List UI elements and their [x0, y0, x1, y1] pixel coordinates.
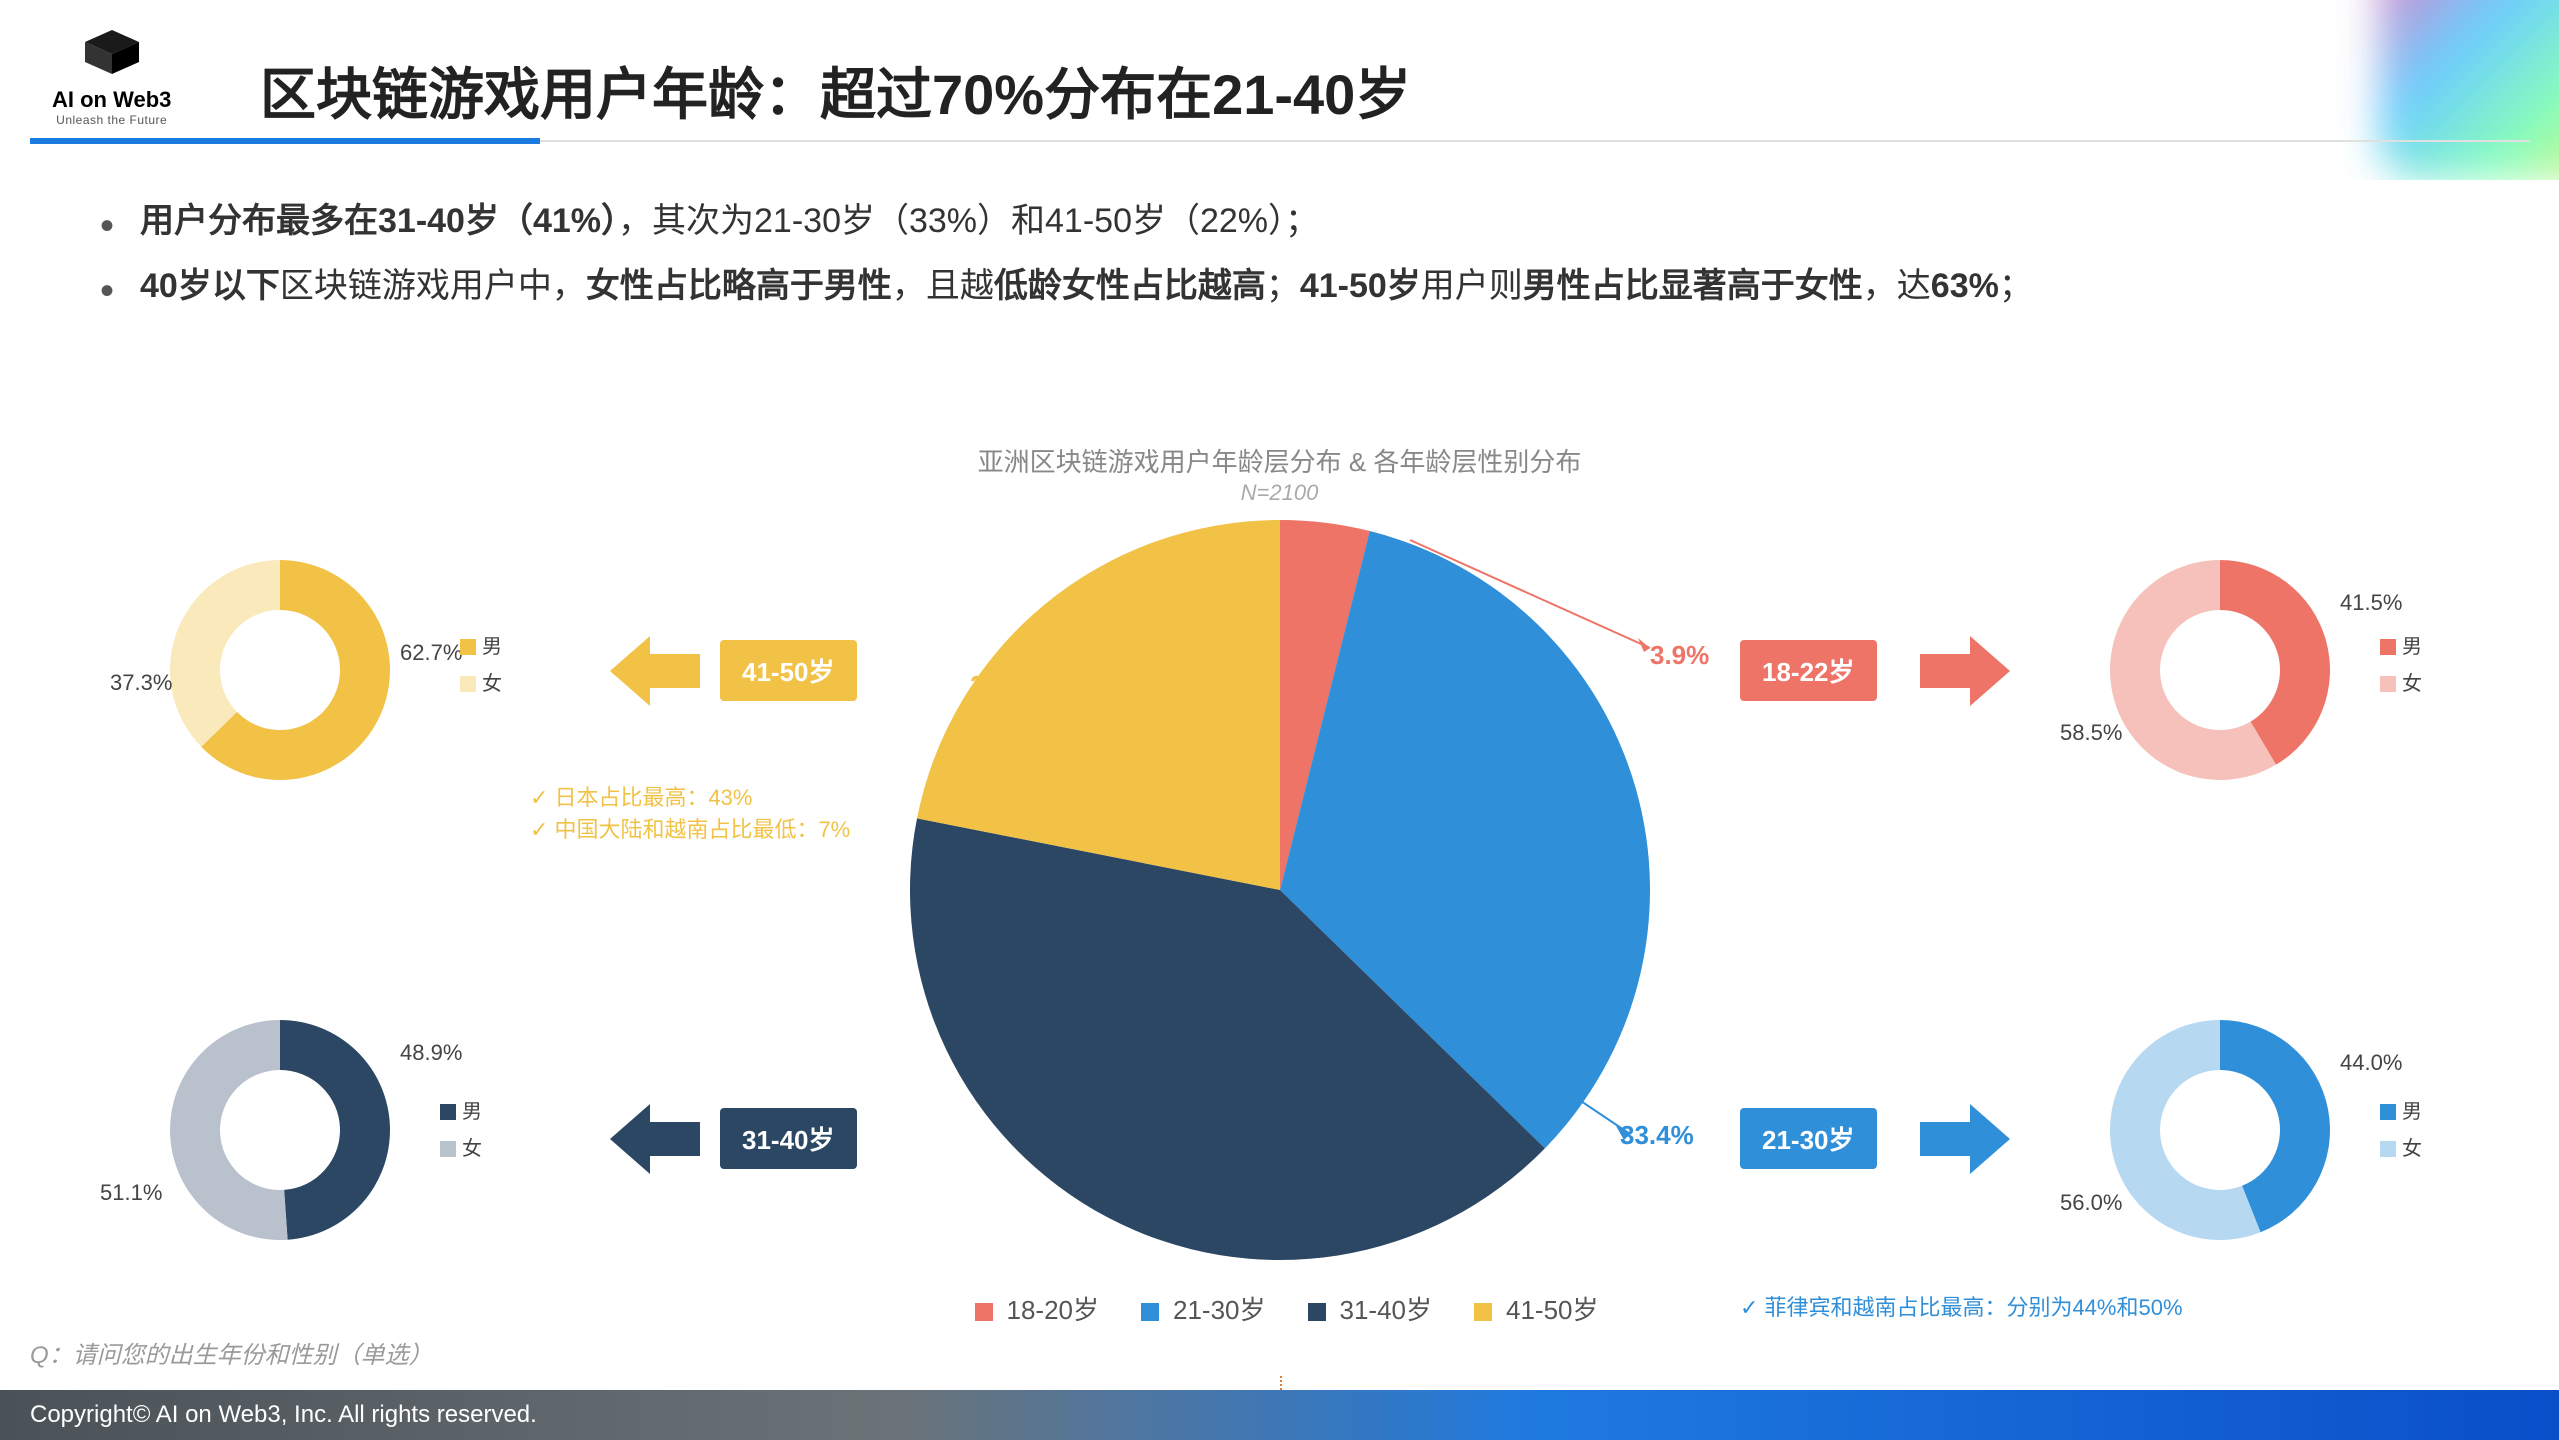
- legend-item: 41-50岁: [1460, 1295, 1599, 1325]
- annotation-note: ✓日本占比最高：43%✓中国大陆和越南占比最低：7%: [530, 780, 850, 844]
- pie-callout: 33.4%: [1620, 1120, 1694, 1151]
- gender-donut: [2110, 1020, 2330, 1245]
- donut-female-label: 51.1%: [100, 1180, 162, 1206]
- slide: AI on Web3 Unleash the Future 区块链游戏用户年龄：…: [0, 0, 2559, 1440]
- chart-sample-size: N=2100: [0, 480, 2559, 506]
- main-legend: 18-20岁 21-30岁 31-40岁 41-50岁: [0, 1290, 2559, 1327]
- corner-decoration: [2279, 0, 2559, 180]
- pie-callout: 21.9%: [970, 670, 1044, 701]
- donut-legend: 男 女: [440, 1095, 482, 1161]
- pie-callout: 40.8%: [1030, 1120, 1104, 1151]
- donut-legend: 男 女: [2380, 1095, 2422, 1161]
- donut-male-label: 44.0%: [2340, 1050, 2402, 1076]
- fat-arrow-icon: [1920, 636, 2010, 711]
- page-title: 区块链游戏用户年龄：超过70%分布在21-40岁: [260, 50, 1411, 131]
- donut-male-label: 62.7%: [400, 640, 462, 666]
- bullet-2: 40岁以下区块链游戏用户中，女性占比略高于男性，且越低龄女性占比越高；41-50…: [100, 260, 2459, 313]
- age-badge: 31-40岁: [720, 1108, 857, 1169]
- age-badge: 18-22岁: [1740, 640, 1877, 701]
- donut-legend: 男 女: [2380, 630, 2422, 696]
- gender-donut: [170, 1020, 390, 1245]
- fat-arrow-icon: [1920, 1104, 2010, 1179]
- donut-female-label: 56.0%: [2060, 1190, 2122, 1216]
- pie-callout: 3.9%: [1650, 640, 1709, 671]
- age-badge: 21-30岁: [1740, 1108, 1877, 1169]
- footer-tick: [1280, 1376, 1286, 1390]
- gender-donut: [2110, 560, 2330, 785]
- donut-chart: [170, 1020, 390, 1240]
- bullet-list: 用户分布最多在31-40岁（41%），其次为21-30岁（33%）和41-50岁…: [100, 195, 2459, 324]
- donut-male-label: 48.9%: [400, 1040, 462, 1066]
- logo-title: AI on Web3: [52, 87, 171, 113]
- main-pie-chart: [910, 520, 1650, 1260]
- chart-title: 亚洲区块链游戏用户年龄层分布 & 各年龄层性别分布: [0, 442, 2559, 479]
- donut-chart: [2110, 1020, 2330, 1240]
- footer-copyright: Copyright© AI on Web3, Inc. All rights r…: [0, 1390, 2559, 1440]
- donut-chart: [2110, 560, 2330, 780]
- legend-item: 31-40岁: [1294, 1295, 1433, 1325]
- donut-female-label: 58.5%: [2060, 720, 2122, 746]
- donut-male-label: 41.5%: [2340, 590, 2402, 616]
- donut-legend: 男 女: [460, 630, 502, 696]
- logo: AI on Web3 Unleash the Future: [52, 28, 171, 127]
- bullet-1: 用户分布最多在31-40岁（41%），其次为21-30岁（33%）和41-50岁…: [100, 195, 2459, 248]
- donut-chart: [170, 560, 390, 780]
- title-underline-accent: [30, 138, 540, 144]
- fat-arrow-icon: [610, 1104, 700, 1179]
- legend-item: 18-20岁: [961, 1295, 1100, 1325]
- legend-item: 21-30岁: [1127, 1295, 1266, 1325]
- age-badge: 41-50岁: [720, 640, 857, 701]
- logo-cube-icon: [77, 28, 147, 76]
- donut-female-label: 37.3%: [110, 670, 172, 696]
- fat-arrow-icon: [610, 636, 700, 711]
- logo-tagline: Unleash the Future: [52, 113, 171, 127]
- gender-donut: [170, 560, 390, 785]
- survey-question: Q：请问您的出生年份和性别（单选）: [30, 1335, 433, 1370]
